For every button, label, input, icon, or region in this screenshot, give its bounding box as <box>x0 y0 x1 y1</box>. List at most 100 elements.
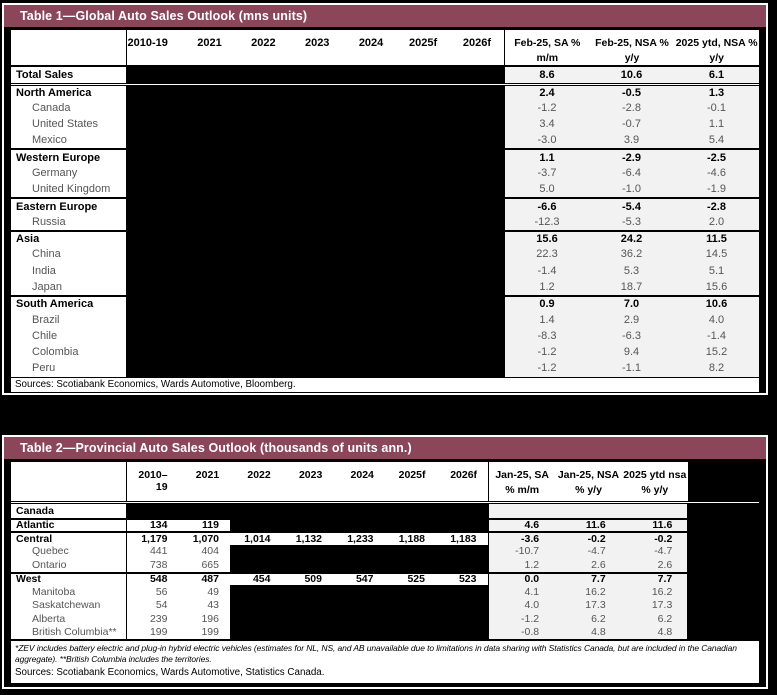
stat-cell: 17.3 <box>554 598 621 612</box>
row-label: United Kingdom <box>11 181 127 198</box>
table2-year-header-2024: 2024 <box>350 469 374 481</box>
redacted-cell <box>127 297 504 312</box>
stat-header-line1: 2025 ytd, NSA % <box>675 37 758 49</box>
row-label: Central <box>11 533 127 545</box>
stat-cell: 8.6 <box>504 67 589 84</box>
redacted-cell <box>333 519 385 531</box>
row-label: Manitoba <box>11 585 127 599</box>
table1-row-north-america: North America 2.4 -0.5 1.3 <box>11 83 759 100</box>
row-label: United States <box>11 115 127 133</box>
redacted-cell <box>230 519 282 531</box>
redacted-cell <box>687 585 759 599</box>
table1-sources: Sources: Scotiabank Economics, Wards Aut… <box>11 376 759 392</box>
stat-cell: -2.8 <box>589 99 674 116</box>
redacted-cell <box>281 504 333 518</box>
stat-cell: 4.1 <box>487 585 555 599</box>
redacted-cell <box>127 115 504 133</box>
redacted-cell <box>127 262 504 279</box>
stat-cell <box>620 504 688 518</box>
year-cell: 547 <box>355 573 374 586</box>
year-cell: 441 <box>149 545 168 558</box>
stat-cell: 16.2 <box>554 585 621 599</box>
year-cell: 1,179 <box>141 532 168 545</box>
footnote-line: *ZEV includes battery electric and plug-… <box>15 643 737 653</box>
table1-year-headers: 2010-19 2021 2022 2023 2024 2025f 2026f <box>127 30 504 65</box>
redacted-cell <box>333 558 385 572</box>
redacted-cell <box>127 327 504 345</box>
table1-row-russia: Russia -12.3 -5.3 2.0 <box>11 213 759 230</box>
table2-title: Table 2—Provincial Auto Sales Outlook (t… <box>20 441 412 455</box>
year-cell: 738 <box>149 558 168 571</box>
redacted-cell <box>127 132 504 149</box>
row-label: Eastern Europe <box>11 199 127 214</box>
stat-cell: -12.3 <box>504 213 589 230</box>
redacted-cell <box>333 585 385 599</box>
stat-cell: -0.2 <box>554 533 621 545</box>
table2-row-british-columbia: British Columbia** 199 199 -0.8 4.8 4.8 <box>11 625 759 639</box>
stat-cell: 2.0 <box>674 213 759 230</box>
row-label: Western Europe <box>11 150 127 165</box>
stat-cell: -1.9 <box>674 181 759 198</box>
redacted-cell <box>127 86 504 100</box>
table2-stat-headers: Jan-25, SA% m/m Jan-25, NSA% y/y 2025 ytd … <box>488 462 688 501</box>
stat-cell: -0.5 <box>589 86 674 100</box>
year-cell: 523 <box>458 573 477 586</box>
redacted-cell <box>281 598 333 612</box>
stat-cell: -1.4 <box>504 262 589 279</box>
stat-cell: -6.4 <box>589 164 674 182</box>
year-cell: 134 <box>149 519 168 532</box>
table1-row-colombia: Colombia -1.2 9.4 15.2 <box>11 344 759 361</box>
row-label: India <box>11 262 127 279</box>
row-label: South America <box>11 297 127 312</box>
stat-cell: -1.2 <box>504 360 589 377</box>
stat-cell: 2.4 <box>504 86 589 100</box>
row-label: Asia <box>11 231 127 247</box>
row-label: Canada <box>11 99 127 116</box>
redacted-cell <box>436 612 488 626</box>
table1-stat-header-feb-25-nsa: Feb-25, NSA % y/y <box>590 30 675 65</box>
year-cell: 239 <box>149 612 168 625</box>
year-cell: 56 <box>155 585 168 598</box>
stat-cell: -2.5 <box>674 150 759 165</box>
row-label: Japan <box>11 278 127 296</box>
table1-row-peru: Peru -1.2 -1.1 8.2 <box>11 360 759 377</box>
stat-cell: 17.3 <box>620 598 688 612</box>
redacted-cell <box>436 504 488 518</box>
stat-cell: 2.6 <box>620 558 688 572</box>
stat-cell: 3.4 <box>504 115 589 133</box>
row-label: Atlantic <box>11 519 127 531</box>
stat-cell: 4.0 <box>674 311 759 328</box>
table2-row-ontario: Ontario 738 665 1.2 2.6 2.6 <box>11 558 759 572</box>
stat-cell: -2.8 <box>674 199 759 214</box>
stat-cell: 6.2 <box>620 612 688 626</box>
row-label: North America <box>11 86 127 100</box>
table2-panel: Table 2—Provincial Auto Sales Outlook (t… <box>2 435 768 689</box>
year-cell: 119 <box>202 519 219 532</box>
year-cell: 509 <box>304 573 322 586</box>
stat-cell: 4.8 <box>620 625 688 639</box>
redacted-cell <box>436 519 488 531</box>
year-cell: 199 <box>201 626 219 639</box>
redacted-cell <box>127 150 504 165</box>
stat-cell: 9.4 <box>589 344 674 361</box>
table1-stat-header-2025-ytd-nsa: 2025 ytd, NSA % y/y <box>674 30 759 65</box>
row-label: West <box>11 573 127 585</box>
row-label: Russia <box>11 213 127 230</box>
table2-stat-header-jan-25-nsa: Jan-25, NSA % y/y <box>555 462 621 501</box>
stat-cell: 2.9 <box>589 311 674 328</box>
year-cell: 49 <box>207 585 219 598</box>
stat-header-line2: m/m <box>536 52 559 65</box>
redacted-cell <box>281 612 333 626</box>
redacted-cell <box>127 67 504 84</box>
redacted-cell <box>127 504 179 518</box>
redacted-cell <box>384 625 436 639</box>
stat-cell: -1.2 <box>504 344 589 361</box>
table1-row-chile: Chile -8.3 -6.3 -1.4 <box>11 327 759 345</box>
redacted-cell <box>384 585 436 599</box>
row-label: Colombia <box>11 344 127 361</box>
row-label: British Columbia** <box>11 625 127 639</box>
redacted-cell <box>384 504 436 518</box>
stat-cell: -1.2 <box>487 612 555 626</box>
year-cell: 454 <box>252 573 271 586</box>
redacted-cell <box>281 519 333 531</box>
